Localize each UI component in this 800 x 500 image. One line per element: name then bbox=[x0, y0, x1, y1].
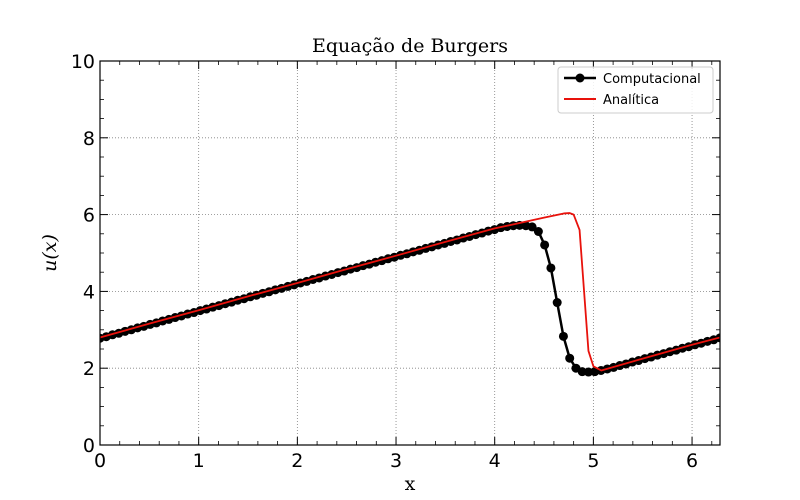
legend-marker-computacional bbox=[575, 73, 585, 83]
y-tick-labels: 0 2 4 6 8 10 bbox=[71, 51, 95, 457]
legend-label-analitica: Analítica bbox=[603, 93, 659, 108]
major-ticks bbox=[99, 60, 720, 446]
x-tick-label: 2 bbox=[291, 450, 303, 472]
series-group bbox=[100, 212, 720, 377]
data-point-computacional bbox=[558, 331, 568, 341]
y-tick-label: 2 bbox=[83, 358, 95, 380]
y-tick-label: 8 bbox=[83, 128, 95, 150]
data-point-computacional bbox=[527, 222, 537, 232]
x-axis-label: x bbox=[405, 473, 416, 495]
data-point-computacional bbox=[540, 240, 550, 250]
y-tick-label: 6 bbox=[83, 205, 95, 227]
data-point-computacional bbox=[552, 298, 562, 308]
series-line-analitica bbox=[100, 212, 720, 372]
plot-frame bbox=[99, 60, 721, 446]
series-layer bbox=[100, 212, 720, 377]
y-tick-label: 4 bbox=[83, 281, 95, 303]
chart-title: Equação de Burgers bbox=[312, 35, 508, 57]
legend-box bbox=[557, 66, 714, 114]
x-tick-label: 6 bbox=[686, 450, 698, 472]
data-point-computacional bbox=[546, 263, 556, 273]
series-line-computacional bbox=[100, 224, 720, 374]
data-point-computacional bbox=[533, 227, 543, 236]
x-tick-label: 1 bbox=[193, 450, 205, 472]
y-axis-label: u(x) bbox=[39, 234, 61, 272]
x-tick-label: 3 bbox=[390, 450, 402, 472]
data-point-computacional bbox=[565, 353, 575, 363]
x-tick-label: 4 bbox=[489, 450, 501, 472]
y-tick-label: 0 bbox=[83, 435, 95, 457]
x-tick-label: 5 bbox=[587, 450, 599, 472]
minor-ticks bbox=[100, 61, 720, 445]
x-tick-label: 0 bbox=[94, 450, 106, 472]
y-tick-label: 10 bbox=[71, 51, 95, 73]
x-tick-labels: 0 1 2 3 4 5 6 bbox=[94, 450, 698, 472]
legend-label-computacional: Computacional bbox=[603, 72, 701, 87]
legend: Computacional Analítica bbox=[557, 66, 714, 114]
